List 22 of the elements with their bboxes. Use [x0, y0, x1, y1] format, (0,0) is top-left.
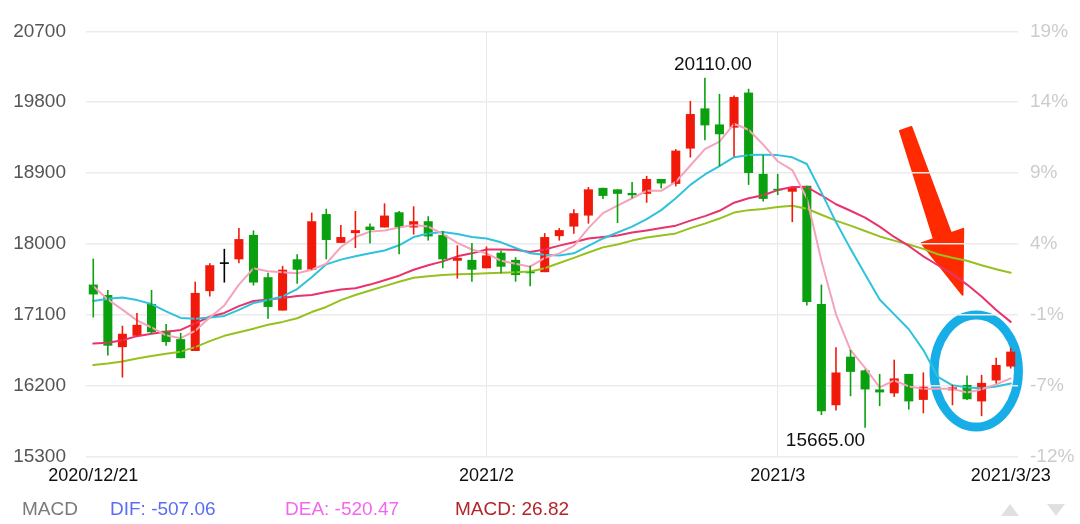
annotation: 15665.00 — [785, 429, 866, 451]
text: MACD: 26.82 — [455, 498, 570, 520]
candlestick — [613, 188, 623, 224]
candlestick — [685, 100, 695, 159]
candlestick — [714, 93, 724, 167]
y-tick-label: 15300 — [13, 444, 66, 466]
candlestick — [219, 248, 229, 284]
y-tick-label: 18000 — [13, 232, 66, 254]
candlestick — [583, 186, 593, 225]
y-tick-label: 17100 — [13, 302, 66, 324]
text: MACD — [22, 498, 78, 520]
text: DIF: -507.06 — [110, 498, 216, 520]
x-tick-label: 2021/2 — [458, 465, 514, 486]
y-tick-label: 20700 — [13, 19, 66, 41]
x-tick-label: 2021/3/23 — [970, 465, 1051, 486]
x-tick-label: 2021/3 — [750, 465, 806, 486]
text: DEA: -520.47 — [285, 498, 400, 520]
y-tick-label: 19800 — [13, 90, 66, 112]
x-tick-label: 2020/12/21 — [48, 465, 139, 486]
y-tick-label: 16200 — [13, 373, 66, 395]
annotation: 20110.00 — [673, 52, 752, 74]
y-tick-label: 18900 — [13, 161, 66, 183]
